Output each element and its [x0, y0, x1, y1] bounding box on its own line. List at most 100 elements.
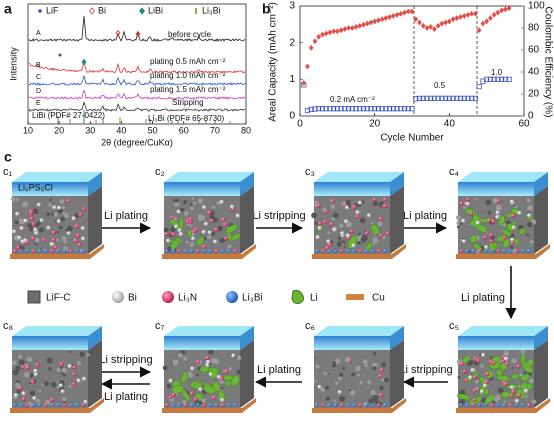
- data-point: [457, 95, 464, 101]
- particle: [213, 239, 218, 244]
- data-point: [502, 76, 508, 82]
- texture: [315, 364, 320, 369]
- particle: [204, 221, 209, 226]
- particle: [227, 249, 231, 253]
- particle: [224, 236, 229, 241]
- texture: [313, 356, 317, 359]
- texture: [492, 400, 496, 404]
- texture: [526, 233, 530, 237]
- particle: [333, 249, 338, 253]
- texture: [58, 225, 63, 230]
- texture: [360, 236, 367, 243]
- data-point: [338, 27, 344, 34]
- particle: [321, 249, 326, 253]
- particle: [80, 226, 85, 231]
- texture: [163, 227, 169, 233]
- particle: [21, 396, 26, 401]
- x-axis-label: Cycle Number: [380, 133, 444, 144]
- particle: [171, 403, 175, 407]
- electrolyte-front: [314, 182, 390, 196]
- y2-tick-label: 60: [528, 45, 540, 56]
- particle: [208, 372, 213, 377]
- texture: [46, 357, 53, 364]
- texture: [220, 387, 224, 390]
- particle: [233, 249, 237, 253]
- li-deposit: [370, 224, 380, 235]
- particle: [355, 214, 360, 219]
- cu-plate: [162, 398, 256, 413]
- li-deposit: [180, 371, 189, 384]
- texture: [323, 371, 327, 376]
- data-point: [443, 19, 448, 26]
- particle: [205, 355, 210, 360]
- texture: [211, 205, 215, 209]
- particle: [516, 364, 521, 369]
- legend-marker: [139, 7, 145, 15]
- texture: [177, 352, 184, 358]
- texture: [227, 244, 232, 249]
- texture: [339, 372, 344, 377]
- texture: [336, 241, 342, 247]
- texture: [528, 378, 534, 384]
- particle: [504, 361, 509, 366]
- particle: [69, 403, 73, 407]
- texture: [341, 366, 345, 370]
- texture: [364, 363, 368, 367]
- texture: [61, 205, 65, 210]
- x-tick-label: 60: [518, 119, 530, 130]
- arrow-label: Li plating: [104, 391, 148, 403]
- particle: [332, 227, 337, 232]
- peak-marker: [115, 29, 121, 37]
- electrolyte-front: [164, 336, 240, 350]
- electrolyte-label: Li₆PS₅Cl: [18, 182, 53, 192]
- data-point: [345, 106, 352, 112]
- particle: [166, 238, 171, 243]
- particle: [352, 204, 357, 209]
- particle: [472, 397, 477, 402]
- texture: [12, 369, 19, 376]
- particle: [31, 249, 36, 253]
- data-point: [349, 106, 355, 112]
- legend-icon: [346, 294, 364, 300]
- cu-plate: [10, 398, 104, 413]
- peak-marker: [135, 30, 141, 38]
- texture: [462, 205, 467, 210]
- data-point: [327, 106, 333, 112]
- data-point: [323, 106, 329, 112]
- data-point: [379, 16, 385, 23]
- texture: [60, 216, 66, 222]
- texture: [63, 240, 68, 244]
- particle: [484, 380, 489, 385]
- particle: [483, 235, 488, 240]
- cell: [10, 326, 104, 413]
- data-point: [327, 29, 333, 36]
- texture: [314, 200, 318, 205]
- particle: [29, 210, 34, 215]
- data-point: [308, 106, 314, 112]
- particle: [510, 241, 515, 246]
- particle: [517, 210, 522, 215]
- texture: [32, 208, 39, 215]
- data-point: [357, 106, 363, 112]
- texture: [359, 380, 363, 385]
- data-point: [386, 106, 393, 112]
- texture: [358, 232, 361, 236]
- particle: [462, 369, 467, 374]
- texture: [170, 226, 176, 233]
- particle: [205, 363, 210, 368]
- particle: [207, 210, 212, 215]
- data-point: [409, 8, 415, 15]
- particle: [190, 391, 195, 396]
- particle: [378, 216, 383, 221]
- texture: [68, 350, 72, 354]
- legend-text: Bi: [98, 5, 106, 15]
- x-tick-label: 40: [444, 119, 456, 130]
- particle: [459, 201, 464, 206]
- particle: [496, 403, 501, 407]
- texture: [349, 390, 356, 396]
- particle: [222, 222, 227, 227]
- particle: [345, 233, 350, 238]
- cu-plate: [456, 244, 550, 259]
- cell-label: c₁: [3, 166, 13, 178]
